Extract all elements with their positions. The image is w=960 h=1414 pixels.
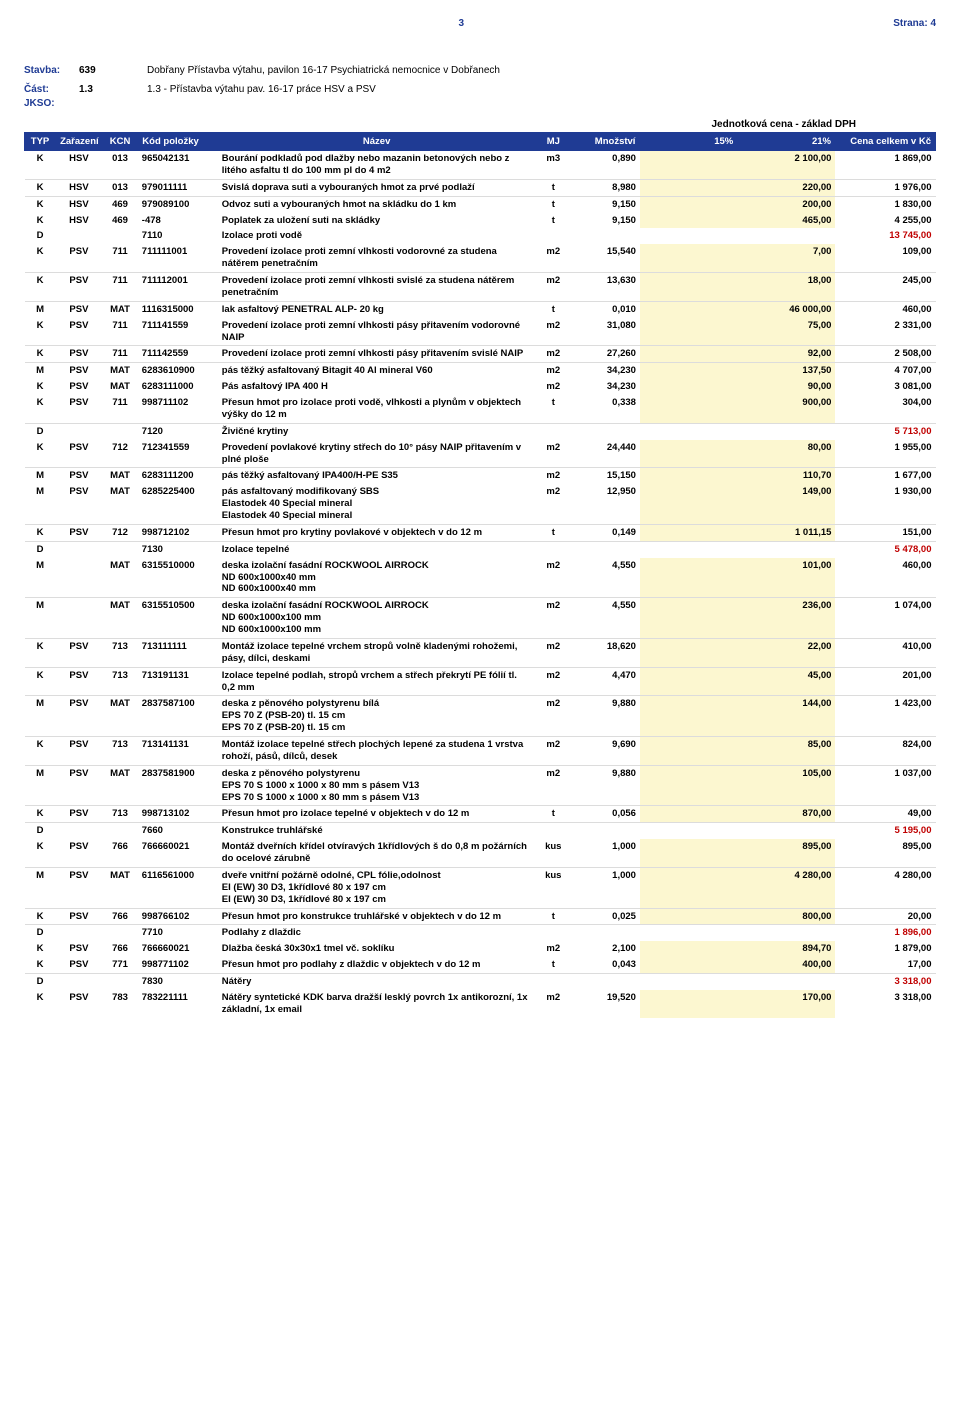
- table-row: D7120Živičné krytiny5 713,00: [25, 423, 936, 439]
- table-row: MPSVMAT6116561000dveře vnitřní požárně o…: [25, 867, 936, 908]
- table-row: KPSV783783221111Nátěry syntetické KDK ba…: [25, 990, 936, 1018]
- col-zar: Zařazení: [56, 133, 103, 151]
- col-cena: Cena celkem v Kč: [835, 133, 935, 151]
- table-row: KHSV469-478Poplatek za uložení suti na s…: [25, 213, 936, 229]
- sheet-label: Strana:: [488, 18, 928, 29]
- doc-header: Stavba: 639 Dobřany Přístavba výtahu, pa…: [24, 65, 936, 109]
- sheet-number: 4: [930, 18, 936, 29]
- table-row: KPSV713998713102Přesun hmot pro izolace …: [25, 806, 936, 823]
- col-typ: TYP: [25, 133, 56, 151]
- table-row: MPSVMAT2837581900deska z pěnového polyst…: [25, 765, 936, 806]
- table-row: KPSV771998771102Přesun hmot pro podlahy …: [25, 957, 936, 973]
- table-row: MPSVMAT1116315000lak asfaltový PENETRAL …: [25, 301, 936, 317]
- cast-text: 1.3 - Přístavba výtahu pav. 16-17 práce …: [147, 84, 376, 95]
- col-kod: Kód položky: [138, 133, 218, 151]
- stavba-code: 639: [79, 65, 147, 76]
- col-mj: MJ: [536, 133, 572, 151]
- table-row: D7710Podlahy z dlaždic1 896,00: [25, 925, 936, 941]
- table-row: KPSVMAT6283111000Pás asfaltový IPA 400 H…: [25, 379, 936, 395]
- col-mn: Množství: [571, 133, 640, 151]
- table-row: D7110Izolace proti vodě13 745,00: [25, 228, 936, 244]
- table-row: KPSV711998711102Přesun hmot pro izolace …: [25, 395, 936, 423]
- page-header: 3 Strana: 4: [24, 18, 936, 29]
- table-row: KHSV013965042131Bourání podkladů pod dla…: [25, 151, 936, 180]
- cast-code: 1.3: [79, 84, 147, 95]
- table-head: TYP Zařazení KCN Kód položky Název MJ Mn…: [25, 133, 936, 151]
- table-row: KPSV711711112001Provedení izolace proti …: [25, 273, 936, 302]
- table-row: KPSV766998766102Přesun hmot pro konstruk…: [25, 908, 936, 925]
- col-kcn: KCN: [102, 133, 138, 151]
- table-row: KPSV766766660021Montáž dveřních křídel o…: [25, 839, 936, 867]
- table-row: KPSV713713111111Montáž izolace tepelné v…: [25, 638, 936, 667]
- jkso-label: JKSO:: [24, 98, 79, 109]
- table-row: KPSV711711141559Provedení izolace proti …: [25, 318, 936, 346]
- table-row: KHSV469979089100Odvoz suti a vybouraných…: [25, 196, 936, 212]
- table-row: MPSVMAT6285225400pás asfaltovaný modifik…: [25, 484, 936, 524]
- table-row: MMAT6315510000deska izolační fasádní ROC…: [25, 558, 936, 598]
- table-row: KHSV013979011111Svislá doprava suti a vy…: [25, 179, 936, 196]
- table-row: KPSV766766660021Dlažba česká 30x30x1 tme…: [25, 941, 936, 957]
- table-row: MPSVMAT2837587100deska z pěnového polyst…: [25, 696, 936, 737]
- table-row: MMAT6315510500deska izolační fasádní ROC…: [25, 598, 936, 639]
- col-p21: 21%: [738, 133, 836, 151]
- table-row: D7830Nátěry3 318,00: [25, 974, 936, 990]
- table-row: KPSV713713141131Montáž izolace tepelné s…: [25, 737, 936, 766]
- cost-table: TYP Zařazení KCN Kód položky Název MJ Mn…: [24, 132, 936, 1018]
- table-row: KPSV711711111001Provedení izolace proti …: [25, 244, 936, 272]
- table-row: D7660Konstrukce truhlářské5 195,00: [25, 823, 936, 839]
- table-row: KPSV712712341559Provedení povlakové kryt…: [25, 440, 936, 468]
- col-p15: 15%: [640, 133, 738, 151]
- col-naz: Název: [218, 133, 536, 151]
- page-number: 3: [24, 18, 464, 29]
- table-row: KPSV713713191131Izolace tepelné podlah, …: [25, 667, 936, 696]
- table-row: MPSVMAT6283610900pás těžký asfaltovaný B…: [25, 363, 936, 379]
- table-row: KPSV711711142559Provedení izolace proti …: [25, 346, 936, 363]
- stavba-text: Dobřany Přístavba výtahu, pavilon 16-17 …: [147, 65, 500, 76]
- table-body: KHSV013965042131Bourání podkladů pod dla…: [25, 151, 936, 1018]
- stavba-label: Stavba:: [24, 65, 79, 76]
- cast-label: Část:: [24, 84, 79, 95]
- table-row: MPSVMAT6283111200pás těžký asfaltovaný I…: [25, 468, 936, 484]
- unit-price-header: Jednotková cena - základ DPH: [24, 119, 936, 130]
- table-row: KPSV712998712102Přesun hmot pro krytiny …: [25, 524, 936, 541]
- table-row: D7130Izolace tepelné5 478,00: [25, 541, 936, 557]
